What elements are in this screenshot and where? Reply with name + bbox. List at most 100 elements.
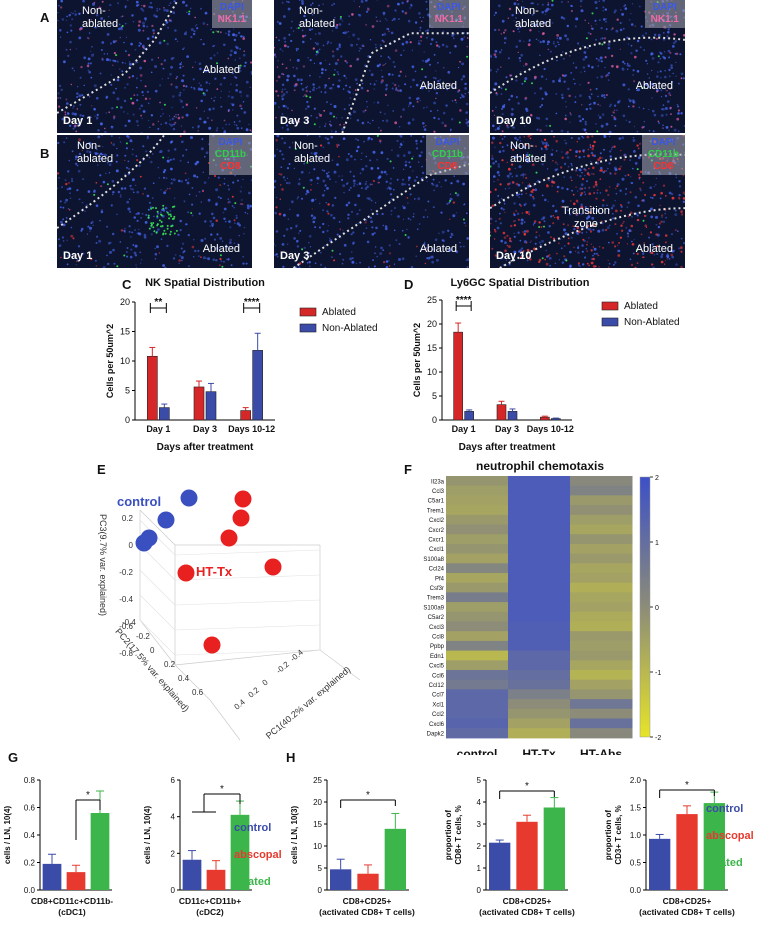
pc2-tick: 0.6 (192, 688, 204, 697)
stain-legend: DAPI CD11b CD8 (208, 135, 252, 175)
sig-label: * (86, 790, 90, 801)
heatmap-row-label: Xcl1 (432, 702, 444, 708)
y-tick-label: 5 (477, 776, 482, 785)
stain-label: NK1.1 (650, 14, 679, 25)
bar-treated (230, 814, 250, 890)
colorbar-tick-label: -1 (655, 670, 661, 677)
pca-point-ht-tx (220, 529, 238, 547)
y-tick-label: 2 (477, 842, 482, 851)
heatmap-cell (508, 660, 571, 671)
heatmap-cell (570, 689, 633, 700)
y-tick-label: 0 (171, 886, 176, 895)
panel-label-b: B (40, 146, 50, 161)
pc3-tick: -0.6 (119, 622, 133, 631)
sig-label: * (220, 784, 224, 795)
x-axis-label: Days after treatment (459, 442, 556, 453)
sig-label: **** (456, 295, 472, 306)
y-tick-label: 4 (171, 813, 176, 822)
bar-treated (384, 828, 406, 890)
heatmap-cell (508, 476, 571, 487)
heatmap-cell (446, 708, 509, 719)
x-axis-label: CD8+CD25+ (663, 896, 712, 906)
x-axis-label: (activated CD8+ T cells) (639, 907, 735, 917)
pca-point-control (157, 511, 175, 529)
day-label: Day 1 (63, 115, 93, 127)
y-axis-label: proportion of (444, 810, 453, 861)
y-tick-label: 5 (125, 386, 130, 396)
heatmap-row-label: Ccl24 (429, 567, 445, 573)
heatmap-cell (508, 514, 571, 525)
pc1-tick: -0.2 (275, 659, 292, 675)
heatmap-cell (508, 524, 571, 535)
y-tick-label: 0.6 (24, 804, 36, 813)
chart-h2: 0 1 2 3 4 5 proportion of CD8+ T cells, % * CD8+C… (444, 776, 575, 917)
panel-label-h: H (286, 750, 296, 765)
pca-point-ht-tx (203, 636, 221, 654)
legend-swatch (601, 317, 619, 327)
grid-line (139, 594, 176, 631)
heatmap-cell (508, 611, 571, 622)
heatmap-cell (570, 631, 633, 642)
pc3-tick: 0 (129, 541, 134, 550)
chart-title: Ly6GC Spatial Distribution (451, 277, 590, 289)
x-axis-label: CD8+CD25+ (343, 896, 392, 906)
sig-label: ** (154, 297, 162, 308)
heatmap-row-label: Cxcl5 (429, 664, 445, 670)
heatmap-cell (446, 534, 509, 545)
stain-label: DAPI (651, 137, 676, 148)
grid-line (174, 649, 321, 656)
y-tick-label: 20 (313, 798, 322, 807)
heatmap-cell (508, 631, 571, 642)
y-axis-label: Cells per 50um^2 (412, 323, 422, 397)
y-tick-label: 3 (477, 820, 482, 829)
y-tick-label: 5 (432, 391, 437, 401)
heatmap-cell (508, 728, 571, 739)
day-label: Day 1 (63, 250, 93, 262)
y-axis-label: cells / LN, 10(4) (3, 806, 12, 865)
heatmap-cell (446, 660, 509, 671)
sig-label: **** (244, 297, 260, 308)
sig-label: * (685, 780, 689, 791)
x-axis-label: CD8+CD11c+CD11b- (31, 896, 113, 906)
heatmap-cell (508, 689, 571, 700)
heatmap-row-label: Ccl12 (429, 683, 445, 689)
heatmap-cell (570, 563, 633, 574)
ablated-label: Ablated (419, 80, 457, 92)
bar-control (42, 863, 62, 890)
y-axis-label: CD3+ T cells, % (614, 805, 623, 864)
non-ablated-label: Non- ablated (294, 140, 331, 165)
heatmap-cell (508, 495, 571, 506)
stain-label: DAPI (436, 2, 461, 13)
legend-label: Non-Ablated (624, 317, 680, 328)
heatmap-row-label: C5ar1 (428, 499, 445, 505)
stain-legend: DAPI NK1.1 (211, 0, 252, 28)
pc1-tick: -0.4 (289, 647, 306, 663)
heatmap-cell (446, 689, 509, 700)
legend-label: Ablated (322, 307, 356, 318)
pc2-axis-label: PC2(17.5% var. explained) (113, 626, 191, 713)
pc3-tick: -0.2 (119, 568, 133, 577)
pc3-tick: -0.4 (119, 595, 133, 604)
heatmap-cell (446, 640, 509, 652)
colorbar-tick-label: 0 (655, 605, 659, 612)
y-tick-label: 0 (318, 886, 323, 895)
heatmap-cell (446, 631, 509, 642)
colorbar-tick-label: 2 (655, 475, 659, 482)
y-tick-label: 0 (477, 886, 482, 895)
grid-line (209, 699, 241, 741)
bar (453, 331, 463, 421)
y-tick-label: 15 (427, 343, 437, 353)
day-label: Day 3 (280, 250, 310, 262)
heatmap-row-label: Ccl2 (432, 712, 445, 718)
heatmap-cell (508, 650, 571, 661)
pca-point-ht-tx (234, 490, 252, 508)
y-tick-label: 10 (313, 842, 322, 851)
heatmap-cell (446, 718, 509, 729)
stain-label: DAPI (652, 2, 677, 13)
bar (496, 404, 507, 421)
pc1-axis-label: PC1(40.2% var. explained) (264, 664, 352, 740)
group-legend-h: control abscopal treated (706, 796, 754, 877)
chart-title: NK Spatial Distribution (145, 277, 265, 289)
grid-line (174, 599, 321, 606)
